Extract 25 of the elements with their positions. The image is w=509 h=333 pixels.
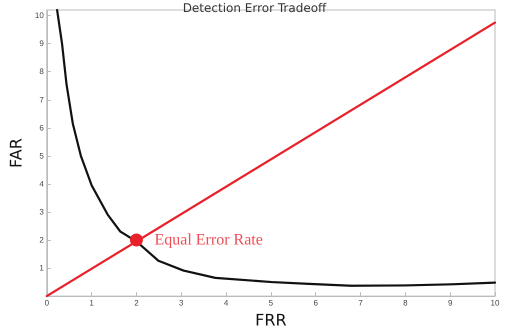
x-tick-label: 3 [179,298,184,308]
chart-title: Detection Error Tradeoff [182,1,328,15]
y-tick-label: 9 [39,39,44,48]
y-tick-label: 4 [39,179,44,188]
y-axis-title: FAR [6,138,26,168]
y-tick-label: 2 [39,236,44,244]
x-axis-title: FRR [255,310,287,330]
x-tick-label: 6 [313,298,318,308]
x-tick-label: 8 [403,298,408,308]
y-tick-label: 6 [39,123,44,132]
x-tick-label: 0 [44,298,50,308]
y-tick-label: 1 [39,264,44,273]
y-tick-label: 3 [39,207,44,216]
x-tick-label: 4 [224,298,229,308]
x-tick-label: 1 [89,298,94,308]
x-tick-label: 7 [358,298,364,308]
y-tick-label: 8 [39,67,44,76]
y-tick-label: 10 [34,11,44,20]
x-tick-label: 2 [134,298,140,308]
x-tick-label: 10 [490,298,500,308]
annotation: Equal Error Rate [154,232,263,248]
x-tick-label: 9 [448,298,453,308]
y-tick-label: 5 [39,151,44,160]
y-tick-label: 7 [39,95,44,104]
x-tick-label: 5 [268,298,274,308]
